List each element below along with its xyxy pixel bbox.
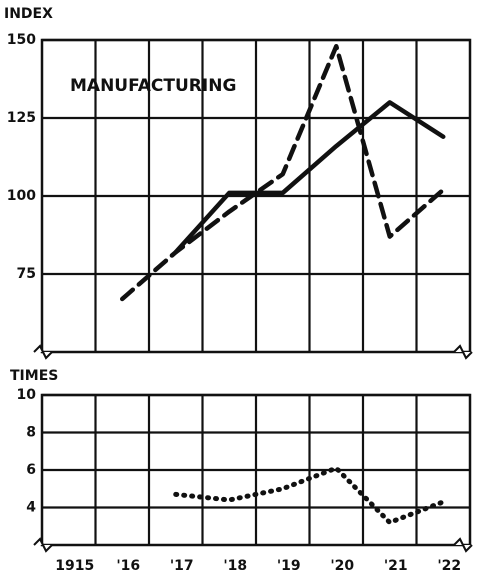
y-tick-label: 125 [7, 110, 36, 126]
axis-break [33, 537, 473, 553]
x-tick-label: '20 [330, 558, 354, 574]
y-tick-label: 10 [17, 387, 37, 403]
x-tick-label: '21 [384, 558, 408, 574]
x-tick-label: '19 [277, 558, 301, 574]
x-tick-label: 1915 [55, 558, 94, 574]
x-tick-label: '17 [170, 558, 194, 574]
y-tick-label: 75 [17, 266, 36, 282]
y-axis-label: TIMES [10, 368, 58, 384]
y-tick-label: 8 [26, 425, 36, 441]
x-tick-label: '18 [223, 558, 247, 574]
y-tick-label: 150 [7, 32, 36, 48]
y-tick-label: 6 [26, 462, 36, 478]
data-line [173, 465, 446, 525]
x-tick-label: '22 [437, 558, 461, 574]
data-line [173, 100, 446, 255]
annotation: MANUFACTURING [70, 76, 236, 96]
y-tick-label: 4 [26, 500, 36, 516]
x-tick-label: '16 [116, 558, 140, 574]
axis-break [33, 344, 473, 360]
y-axis-label: INDEX [4, 6, 53, 22]
y-tick-label: 100 [7, 188, 36, 204]
data-line [120, 43, 446, 302]
